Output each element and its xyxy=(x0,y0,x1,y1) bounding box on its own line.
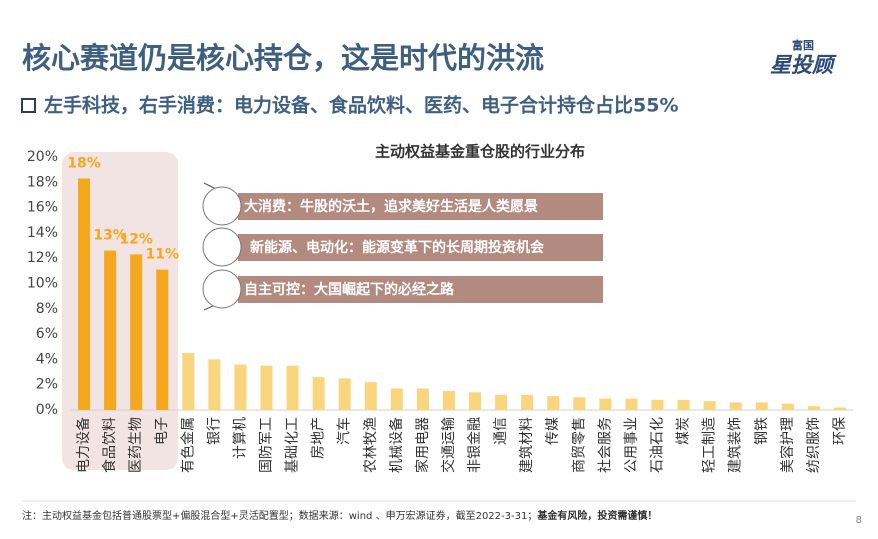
x-tick-label: 银行 xyxy=(206,417,222,445)
x-tick-label: 商贸零售 xyxy=(571,417,587,473)
x-tick-label: 有色金属 xyxy=(179,417,196,473)
x-tick-label: 非银金融 xyxy=(467,417,483,473)
x-tick-label: 电子 xyxy=(154,417,170,445)
x-tick-label: 房地产 xyxy=(311,417,327,459)
x-tick-label: 汽车 xyxy=(336,417,353,445)
x-tick-label: 传媒 xyxy=(545,417,561,445)
y-tick-label: 8% xyxy=(36,301,58,317)
x-tick-label: 交通运输 xyxy=(440,417,457,473)
x-tick-label: 家用电器 xyxy=(414,417,431,473)
callout-text: 自主可控：大国崛起下的必经之路 xyxy=(244,281,455,298)
bar xyxy=(573,397,586,410)
bar xyxy=(78,178,91,410)
bar xyxy=(781,403,794,410)
value-label: 13% xyxy=(93,228,127,244)
x-tick-label: 公用事业 xyxy=(623,417,639,473)
x-tick-label: 建筑装饰 xyxy=(728,417,744,473)
bar xyxy=(442,391,455,410)
callout-circle xyxy=(202,269,242,309)
bar xyxy=(260,365,273,410)
callout-banner xyxy=(238,234,603,261)
x-tick-label: 食品饮料 xyxy=(101,417,118,473)
x-tick-label: 环保 xyxy=(832,417,848,445)
bar xyxy=(807,406,820,410)
x-tick-label: 通信 xyxy=(493,417,509,445)
x-tick-label: 电力设备 xyxy=(75,417,92,473)
callout-text: 新能源、电动化：能源变革下的长周期投资机会 xyxy=(250,239,545,256)
callout-circle xyxy=(202,186,242,226)
bar xyxy=(495,394,508,410)
callout-circle xyxy=(202,227,242,267)
y-tick-label: 16% xyxy=(27,200,58,216)
y-tick-label: 12% xyxy=(27,250,58,266)
x-tick-label: 石油石化 xyxy=(650,417,666,473)
x-tick-label: 农林牧渔 xyxy=(363,417,379,473)
value-label: 12% xyxy=(119,231,153,247)
bar xyxy=(416,388,429,410)
bar xyxy=(677,399,690,410)
x-tick-label: 轻工制造 xyxy=(702,417,718,473)
page-number: 8 xyxy=(856,515,862,526)
x-tick-label: 计算机 xyxy=(232,417,248,459)
logo-main: 星投顾 xyxy=(770,53,837,77)
bullet xyxy=(21,98,36,113)
x-tick-label: 建筑材料 xyxy=(519,417,535,473)
callout-banner xyxy=(238,276,603,303)
x-tick-label: 社会服务 xyxy=(597,417,613,473)
footnote: 注：主动权益基金包括普通股票型+偏股混合型+灵活配置型；数据来源：wind 、申… xyxy=(22,509,657,522)
bar xyxy=(312,377,325,410)
bar xyxy=(729,402,742,410)
bar xyxy=(390,388,403,410)
bar xyxy=(338,378,351,410)
bar xyxy=(547,396,560,410)
y-tick-label: 10% xyxy=(27,276,58,292)
y-tick-label: 0% xyxy=(36,402,58,418)
bar xyxy=(130,254,143,410)
y-tick-label: 14% xyxy=(27,225,58,241)
x-tick-label: 钢铁 xyxy=(754,417,770,445)
bar xyxy=(833,407,846,410)
bar xyxy=(234,364,247,410)
bar xyxy=(651,399,664,410)
bar xyxy=(599,398,612,410)
bar xyxy=(156,269,169,410)
x-tick-label: 煤炭 xyxy=(676,417,692,445)
value-label: 18% xyxy=(67,156,101,172)
x-tick-label: 纺织服饰 xyxy=(806,417,822,473)
bar xyxy=(469,392,482,410)
bar xyxy=(364,382,377,410)
value-label: 11% xyxy=(145,247,179,263)
y-tick-label: 2% xyxy=(36,377,58,393)
slide-title: 核心赛道仍是核心持仓，这是时代的洪流 xyxy=(22,41,544,75)
callouts: 大消费：牛股的沃土，追求美好生活是人类愿景 新能源、电动化：能源变革下的长周期投… xyxy=(202,182,603,311)
y-tick-label: 18% xyxy=(27,174,58,190)
x-tick-label: 基础化工 xyxy=(284,417,301,473)
x-tick-label: 医药生物 xyxy=(128,417,144,473)
subtitle: 左手科技，右手消费：电力设备、食品饮料、医药、电子合计持仓占比55% xyxy=(44,94,678,117)
x-tick-label: 机械设备 xyxy=(388,417,405,473)
x-tick-label: 美容护理 xyxy=(779,417,796,473)
callout-text: 大消费：牛股的沃土，追求美好生活是人类愿景 xyxy=(244,198,538,215)
bar xyxy=(182,353,195,410)
bar xyxy=(625,398,638,410)
bar xyxy=(208,359,221,410)
bar xyxy=(286,365,299,410)
bar xyxy=(755,402,768,410)
y-tick-label: 20% xyxy=(27,149,58,165)
logo-top: 富国 xyxy=(792,38,814,52)
x-tick-label: 国防军工 xyxy=(259,417,275,473)
bar xyxy=(521,394,534,410)
y-tick-label: 6% xyxy=(36,326,58,342)
footnote-text: 注：主动权益基金包括普通股票型+偏股混合型+灵活配置型；数据来源：wind 、申… xyxy=(22,509,537,522)
y-tick-label: 4% xyxy=(36,351,58,367)
callout-banner xyxy=(238,193,603,220)
bar xyxy=(703,401,716,410)
bar xyxy=(104,250,117,410)
highlight-box xyxy=(62,152,178,470)
chart-title: 主动权益基金重仓股的行业分布 xyxy=(375,143,585,161)
footnote-warning: 基金有风险，投资需谨慎！ xyxy=(536,509,657,522)
